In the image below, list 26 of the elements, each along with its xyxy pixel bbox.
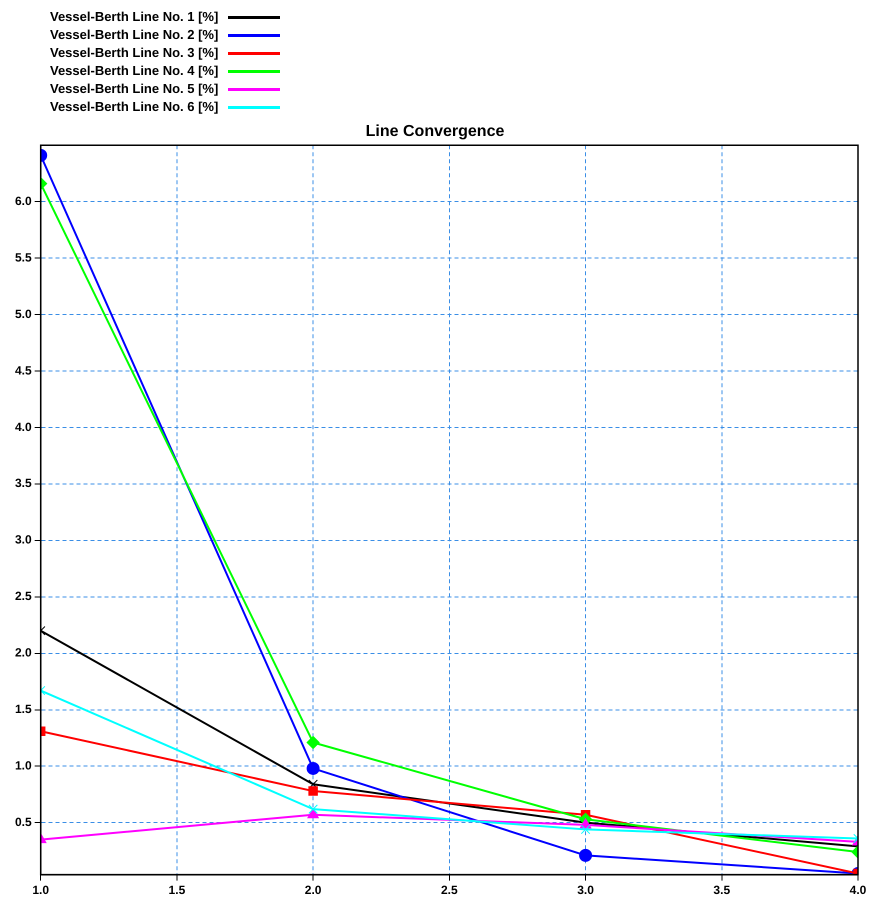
legend-label: Vessel-Berth Line No. 6 [%] xyxy=(50,98,218,116)
x-tick-label: 1.0 xyxy=(32,883,50,898)
x-tick-label: 3.0 xyxy=(577,883,594,898)
y-tick-label: 1.0 xyxy=(14,758,32,773)
x-tick-label: 2.0 xyxy=(304,883,322,898)
y-tick-label: 4.5 xyxy=(14,363,32,378)
chart-title: Line Convergence xyxy=(366,123,504,140)
y-tick-label: 3.5 xyxy=(14,476,32,490)
legend-label: Vessel-Berth Line No. 1 [%] xyxy=(50,8,218,26)
legend-label: Vessel-Berth Line No. 5 [%] xyxy=(50,80,218,98)
y-tick-label: 5.5 xyxy=(14,250,32,264)
x-tick-label: 1.5 xyxy=(168,883,186,898)
y-tick-label: 3.0 xyxy=(14,532,32,547)
x-tick-label: 4.0 xyxy=(850,883,867,898)
y-tick-label: 2.5 xyxy=(14,589,32,604)
y-tick-label: 2.0 xyxy=(14,646,32,660)
y-tick-label: 1.5 xyxy=(14,702,32,716)
legend-label: Vessel-Berth Line No. 2 [%] xyxy=(50,26,218,44)
y-tick-label: 6.0 xyxy=(14,194,32,208)
y-tick-label: 0.5 xyxy=(14,814,32,829)
x-tick-label: 2.5 xyxy=(440,883,458,898)
legend-label: Vessel-Berth Line No. 4 [%] xyxy=(50,62,218,80)
y-tick-label: 4.0 xyxy=(14,420,32,434)
y-tick-label: 5.0 xyxy=(14,306,32,321)
x-tick-label: 3.5 xyxy=(713,883,730,898)
legend-label: Vessel-Berth Line No. 3 [%] xyxy=(50,44,218,62)
